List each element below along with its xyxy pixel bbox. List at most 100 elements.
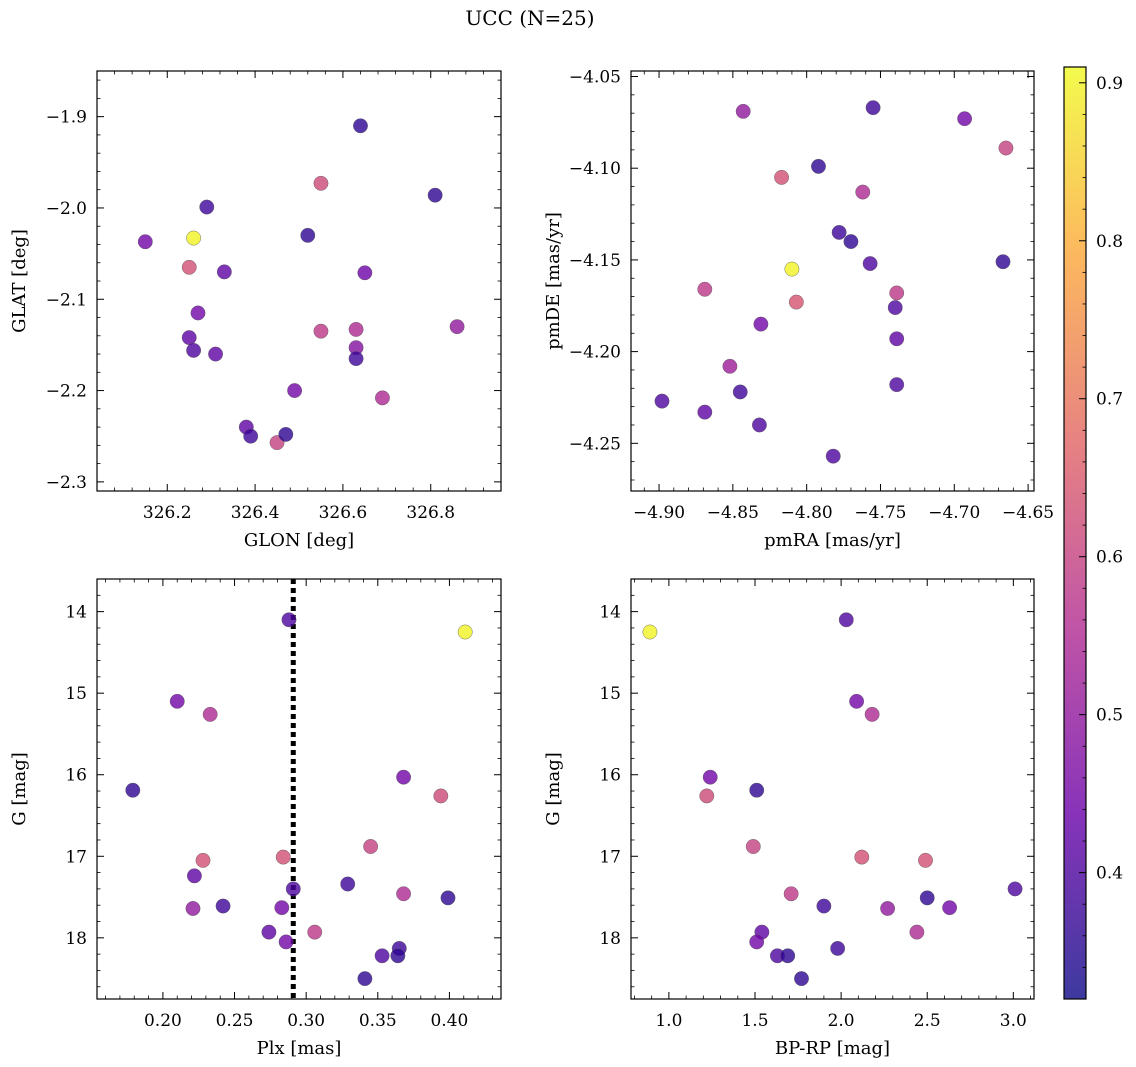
panel3-point — [285, 881, 301, 897]
panel1-point — [313, 175, 329, 191]
panel2-point — [697, 281, 713, 297]
panel1-ylabel: GLAT [deg] — [9, 229, 30, 333]
colorbar-tick-label: 0.7 — [1096, 390, 1123, 410]
panel2-xtick-label: −4.70 — [928, 503, 980, 523]
panel3-ytick-label: 17 — [65, 847, 87, 867]
panel2-point — [825, 448, 841, 464]
panel4-point — [642, 624, 658, 640]
panel2-xtick-label: −4.80 — [781, 503, 833, 523]
panel1-point — [287, 383, 303, 398]
panel1-xtick-label: 326.6 — [319, 503, 368, 523]
panel2-point — [998, 140, 1014, 156]
panel2-xlabel: pmRA [mas/yr] — [764, 530, 901, 551]
figure-title: UCC (N=25) — [465, 6, 595, 30]
panel3-xtick-label: 0.40 — [430, 1011, 468, 1031]
panel2-point — [855, 184, 871, 200]
panel2-point — [697, 404, 713, 420]
panel3-point — [396, 886, 411, 902]
panel1-point — [190, 305, 206, 321]
panel2-point — [753, 316, 769, 332]
panel3-point — [357, 971, 373, 987]
panel2-point — [722, 358, 738, 374]
panel2-point — [843, 234, 859, 249]
panel2-point — [995, 254, 1011, 270]
panel2-point — [732, 384, 748, 400]
colorbar-tick-label: 0.4 — [1096, 864, 1123, 884]
panel1-point — [181, 259, 197, 275]
panel3-point — [185, 901, 201, 916]
panel2-point — [735, 103, 751, 119]
panel3-point — [374, 948, 390, 964]
panel3-point — [340, 876, 356, 892]
panel1-ytick-label: −2.3 — [46, 473, 87, 493]
panel2-frame — [630, 70, 1035, 492]
panel4-xtick-label: 2.5 — [914, 1011, 941, 1031]
panel4-point — [942, 900, 958, 916]
panel3-point — [125, 782, 141, 798]
panel1-point — [427, 187, 443, 203]
panel2-xtick-label: −4.90 — [633, 503, 685, 523]
panel4-point — [749, 782, 765, 798]
panel4-point — [745, 839, 761, 854]
panel4-point — [830, 941, 846, 956]
panel4-point — [918, 852, 933, 868]
panel3-point — [307, 924, 323, 940]
panel1-point — [208, 346, 223, 362]
panel2-xtick-label: −4.65 — [1002, 503, 1054, 523]
panel3-point — [261, 924, 277, 940]
panel4-ytick-label: 18 — [599, 929, 621, 949]
panel4-point — [783, 886, 799, 902]
panel4-xtick-label: 1.5 — [741, 1011, 768, 1031]
panel2-point — [831, 224, 847, 240]
panel2-ytick-label: −4.10 — [569, 159, 621, 179]
colorbar-tick-label: 0.8 — [1096, 232, 1123, 252]
panel3-ylabel: G [mag] — [9, 752, 30, 825]
panel3-point — [275, 849, 291, 865]
panel3-ytick-label: 16 — [65, 766, 87, 786]
panel4-point — [854, 849, 870, 865]
panel1-point — [137, 234, 153, 250]
panel4-xtick-label: 2.0 — [828, 1011, 855, 1031]
panel2-point — [957, 111, 973, 127]
panel2-point — [654, 393, 670, 409]
panel1-point — [181, 330, 197, 346]
panel4-point — [849, 693, 865, 709]
panel4-ytick-label: 15 — [599, 684, 621, 704]
panel3-xtick-label: 0.25 — [216, 1011, 254, 1031]
panel1-point — [353, 118, 368, 134]
panel1-xlabel: GLON [deg] — [244, 530, 354, 551]
panel4-point — [699, 788, 715, 804]
panel1-ytick-label: −2.2 — [46, 382, 87, 402]
panel3-point — [363, 839, 379, 854]
panel3-point — [396, 769, 411, 785]
panel1-point — [357, 265, 373, 281]
panel1-point — [348, 321, 364, 337]
panel4-point — [864, 706, 880, 722]
panel1-point — [216, 264, 232, 280]
panel3-xtick-label: 0.20 — [144, 1011, 182, 1031]
colorbar-tick-label: 0.9 — [1096, 74, 1123, 94]
panel4-point — [880, 901, 896, 916]
panel2-point — [774, 169, 789, 185]
panel3-point — [440, 890, 456, 906]
panel1-point — [186, 342, 202, 358]
panel1-point — [300, 227, 316, 243]
panel3-point — [187, 868, 202, 884]
panel3-xtick-label: 0.35 — [359, 1011, 397, 1031]
panel1-point — [243, 428, 259, 444]
panel3-point — [281, 612, 297, 628]
panel1-ytick-label: −2.0 — [46, 199, 87, 219]
panel3-point — [278, 934, 294, 950]
panel2-point — [865, 100, 881, 116]
panel4-ytick-label: 17 — [599, 847, 621, 867]
colorbar-tick-label: 0.5 — [1096, 706, 1123, 726]
panel4-point — [1007, 881, 1023, 897]
panel4-point — [794, 971, 809, 987]
panel4-frame — [630, 578, 1035, 1000]
panel4-point — [749, 934, 765, 950]
panel2-xtick-label: −4.75 — [854, 503, 906, 523]
panel2-point — [788, 294, 804, 310]
panel2-point — [784, 261, 800, 277]
panel3-point — [433, 788, 449, 804]
